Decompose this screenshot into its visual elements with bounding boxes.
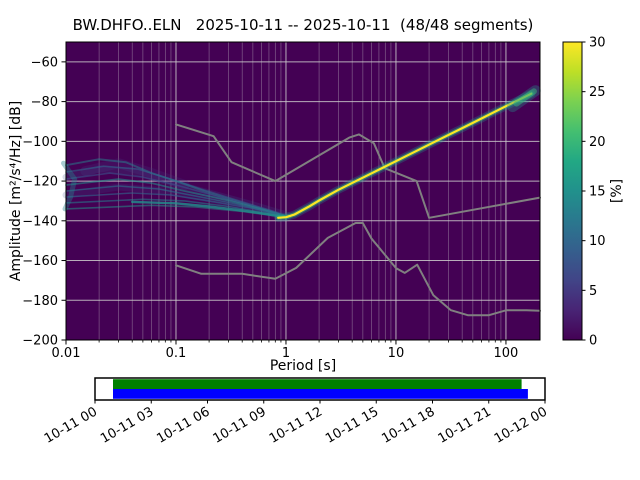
timeline-tick-label: 10-11 21 (436, 404, 494, 446)
psd-cloud (61, 158, 292, 221)
psd-trace (61, 160, 78, 212)
colorbar-tick-label: 15 (589, 185, 606, 200)
psd-highlights (507, 85, 541, 113)
y-tick-label: −160 (22, 254, 58, 269)
y-tick-label: −100 (22, 135, 58, 150)
psd-trace (65, 165, 287, 217)
timeline-tick-label: 10-11 12 (267, 404, 325, 446)
timeline-tick-label: 10-12 00 (492, 404, 550, 446)
x-tick-label: 0.1 (166, 346, 187, 361)
psd-trace (65, 172, 282, 216)
timeline-tick-label: 10-11 00 (42, 404, 100, 446)
colorbar-gradient (562, 41, 583, 341)
timeline-tick-label: 10-11 06 (154, 404, 212, 446)
psd-mode-stroke (277, 92, 533, 219)
x-tick-label: 1 (282, 346, 290, 361)
psd-trace (65, 192, 282, 216)
y-axis-label: Amplitude [m²/s⁴/Hz] [dB] (8, 100, 24, 282)
timeline-extent-bar (113, 389, 528, 399)
psd-highlight (513, 88, 537, 107)
colorbar-tick-label: 0 (589, 334, 597, 349)
x-tick-label: 10 (388, 346, 405, 361)
timeline-coverage-bar (113, 379, 522, 389)
x-tick-label: 0.01 (52, 346, 81, 361)
y-tick-label: −140 (22, 214, 58, 229)
timeline-tick-label: 10-11 18 (379, 404, 437, 446)
y-tick-label: −120 (22, 175, 58, 190)
noise-model-nhnm (175, 123, 541, 219)
colorbar-tick-label: 25 (589, 85, 606, 100)
x-tick-label: 100 (494, 346, 519, 361)
y-tick-label: −200 (22, 334, 58, 349)
plot-frame (65, 41, 541, 341)
timeline-tick-label: 10-11 09 (211, 404, 269, 446)
timeline-tick-label: 10-11 15 (323, 404, 381, 446)
timeline-tick-label: 10-11 03 (98, 404, 156, 446)
noise-models (175, 123, 541, 317)
y-tick-label: −60 (31, 55, 58, 70)
y-tick-label: −180 (22, 294, 58, 309)
psd-mode-line (274, 89, 536, 222)
y-tick-label: −80 (31, 95, 58, 110)
x-axis-label: Period [s] (269, 358, 337, 374)
colorbar-tick-label: 20 (589, 135, 606, 150)
plot-background (66, 42, 540, 340)
noise-model-nlnm (175, 222, 541, 317)
colorbar-label: [%] (609, 178, 625, 204)
colorbar: 0 5 10 15 20 25 30 (562, 36, 606, 349)
colorbar-tick-label: 30 (589, 36, 606, 51)
colorbar-tick-label: 5 (589, 284, 597, 299)
axes-ticks: 0.01 0.1 1 10 100 −60 −80 −100 −120 −140 −160 −180 −… (22, 55, 518, 361)
plot-title: BW.DHFO..ELN 2025-10-11 -- 2025-10-11 (4… (72, 16, 534, 34)
colorbar-tick-label: 10 (589, 234, 606, 249)
psd-trace (130, 200, 288, 219)
psd-trace (65, 178, 287, 218)
